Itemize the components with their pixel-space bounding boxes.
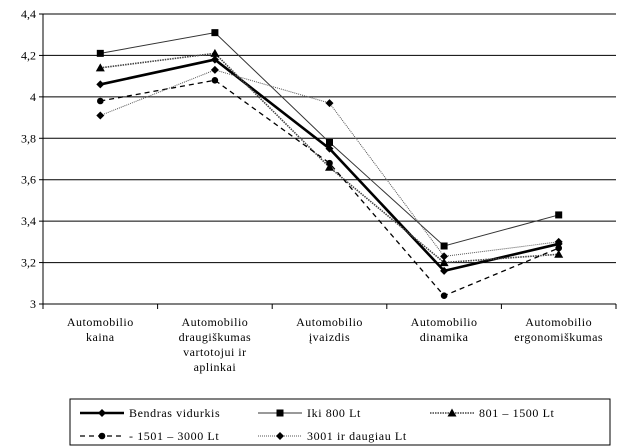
data-point [440, 292, 448, 300]
legend-swatch-marker [447, 408, 457, 417]
x-category-label-line: įvaizdis [309, 330, 350, 344]
data-point [97, 97, 104, 105]
data-point [440, 266, 449, 275]
x-category-label-line: ergonomiškumas [514, 330, 603, 344]
data-point [211, 29, 219, 37]
series-lines [95, 29, 564, 300]
data-point [96, 80, 105, 89]
data-point [210, 65, 219, 74]
legend-label: 3001 ir daugiau Lt [307, 429, 407, 443]
axes [42, 14, 617, 309]
legend-label: Iki 800 Lt [307, 406, 361, 420]
y-tick-label: 4 [30, 90, 36, 104]
x-category-label-line: Automobilio [67, 315, 134, 329]
y-tick-label: 3,2 [21, 256, 36, 270]
data-point [325, 162, 334, 171]
data-point [96, 111, 105, 120]
x-category-label: Automobilio kaina [67, 315, 134, 344]
data-point [210, 48, 220, 57]
x-category-label: Automobilio dinamika [411, 315, 478, 344]
y-tick-label: 4,2 [21, 48, 36, 62]
data-point [554, 249, 564, 258]
legend-label: 801 – 1500 Lt [479, 406, 555, 420]
data-point [326, 138, 333, 146]
x-category-label: Automobilio įvaizdis [296, 315, 363, 344]
x-category-label-line: Automobilio [411, 315, 478, 329]
data-point [95, 63, 105, 72]
legend-swatch-marker [98, 409, 106, 417]
y-tick-label: 3,6 [21, 173, 36, 187]
legend-label: - 1501 – 3000 Lt [129, 429, 219, 443]
data-point [555, 244, 562, 252]
series-1 [96, 55, 563, 275]
data-point [555, 211, 563, 219]
y-tick-label: 3,8 [21, 131, 36, 145]
y-tick-label: 3,4 [21, 214, 36, 228]
series-line [100, 52, 559, 264]
legend-box [69, 398, 611, 446]
legend-entry: - 1501 – 3000 Lt [80, 429, 219, 443]
series-3 [95, 48, 564, 267]
legend-swatch-marker [98, 432, 106, 440]
x-category-label-line: Automobilio [296, 315, 363, 329]
data-point [439, 258, 449, 267]
y-tick-label: 4,4 [21, 7, 36, 21]
data-point [554, 237, 563, 246]
legend-entry: Iki 800 Lt [258, 406, 361, 420]
x-category-label-line: Automobilio [181, 315, 248, 329]
data-point [326, 159, 333, 167]
x-category-label-line: draugiškumas [179, 330, 252, 344]
y-axis-ticks: 3 3,2 3,4 3,6 3,8 4 4,2 4,4 [21, 7, 43, 311]
x-category-label: Automobilio ergonomiškumas [514, 315, 603, 344]
x-category-label-line: Automobilio [525, 315, 592, 329]
x-category-label-line: vartotojui ir [183, 345, 247, 359]
data-point [210, 55, 219, 64]
legend-entry: 801 – 1500 Lt [430, 406, 555, 420]
data-point [440, 242, 448, 250]
series-2 [96, 29, 563, 250]
legend-label: Bendras vidurkis [129, 406, 220, 420]
series-5 [96, 65, 563, 261]
data-point [440, 252, 449, 261]
data-point [325, 99, 334, 108]
legend-swatch-marker [276, 432, 284, 440]
x-category-label: Automobilio draugiškumas vartotojui ir apli… [179, 315, 252, 374]
x-category-label-line: aplinkai [194, 360, 237, 374]
x-category-label-line: kaina [86, 330, 115, 344]
gridlines [43, 13, 616, 264]
legend-swatch-marker [276, 409, 284, 417]
legend: Bendras vidurkis Iki 800 Lt 801 – 1500 Lt -… [69, 398, 611, 446]
data-point [211, 76, 219, 84]
series-line [100, 79, 559, 297]
x-category-label-line: dinamika [420, 330, 469, 344]
legend-entry: Bendras vidurkis [80, 406, 220, 420]
legend-entry: 3001 ir daugiau Lt [258, 429, 407, 443]
y-tick-label: 3 [30, 297, 36, 311]
data-point [96, 49, 104, 57]
data-point [325, 144, 334, 153]
series-4 [97, 76, 562, 300]
